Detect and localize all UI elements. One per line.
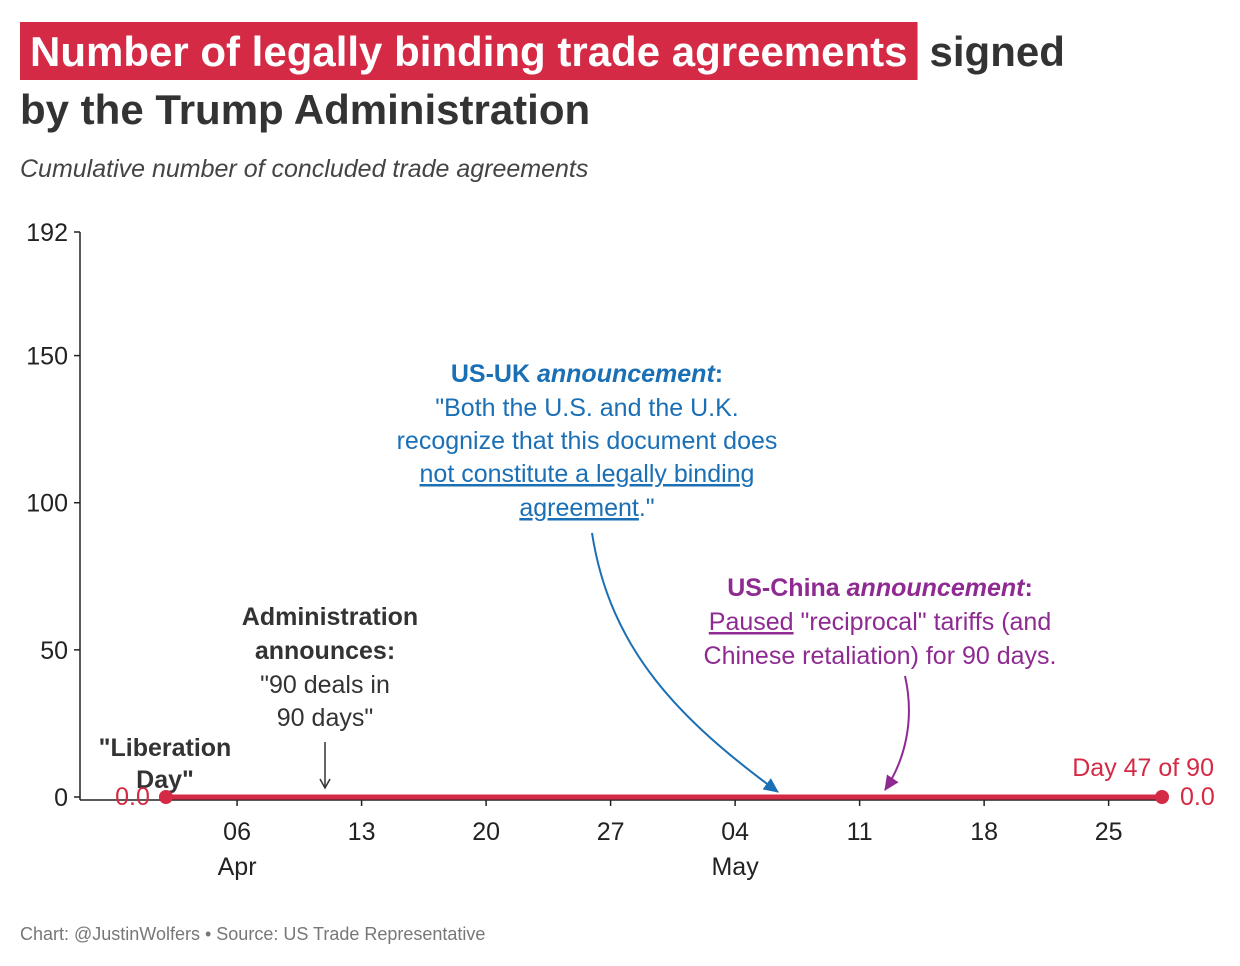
annotation-span: "reciprocal" tariffs (and — [794, 608, 1052, 636]
x-tick-label: 04 — [721, 818, 749, 846]
annotation: US-UK announcement: "Both the U.S. and t… — [397, 360, 779, 793]
annotation-span: ." — [639, 494, 655, 522]
x-month-label: Apr — [218, 853, 257, 881]
x-tick-label: 20 — [472, 818, 500, 846]
chart-title: by the Trump Administration — [20, 86, 590, 133]
x-tick-label: 18 — [970, 818, 998, 846]
chart-subtitle: Cumulative number of concluded trade agr… — [20, 155, 588, 183]
annotation-span: announcement — [847, 574, 1026, 602]
annotation-text: "Liberation — [99, 734, 232, 762]
annotation-span: US-UK — [451, 360, 537, 388]
end-label: Day 47 of 90 — [1072, 754, 1214, 782]
annotation-span: : — [715, 360, 723, 388]
annotation-span: US-China — [727, 574, 846, 602]
annotation-span: : — [1024, 574, 1032, 602]
x-tick-label: 11 — [847, 818, 873, 846]
x-month-label: May — [711, 853, 759, 881]
title-highlight — [20, 22, 918, 80]
value-label: 0.0 — [115, 783, 150, 811]
annotation-arrow — [591, 532, 779, 793]
annotation-text: Chinese retaliation) for 90 days. — [704, 642, 1057, 670]
annotation-text: US-China announcement: — [727, 574, 1033, 602]
annotation-span: announcement — [537, 360, 716, 388]
y-tick-label: 100 — [26, 490, 68, 518]
annotation-text: US-UK announcement: — [451, 360, 723, 388]
annotation-text: Paused "reciprocal" tariffs (and — [709, 608, 1051, 636]
value-label: 0.0 — [1180, 783, 1215, 811]
annotation-text: 90 days" — [277, 704, 373, 732]
annotation-span: Paused — [709, 608, 794, 636]
y-tick-label: 150 — [26, 343, 68, 371]
y-tick-label: 0 — [54, 784, 68, 812]
x-tick-label: 13 — [348, 818, 376, 846]
data-point — [1155, 790, 1169, 804]
annotation-text: not constitute a legally binding — [420, 460, 755, 488]
footer: Chart: @JustinWolfers • Source: US Trade… — [20, 924, 485, 944]
annotation-text: Administration — [242, 603, 418, 631]
annotation-arrow — [884, 675, 910, 791]
annotation-text: agreement." — [519, 494, 654, 522]
annotation: "Liberation Day" — [99, 734, 232, 794]
x-tick-label: 06 — [223, 818, 251, 846]
chart-title: signed — [930, 28, 1065, 75]
chart-title: Number of legally binding trade agreemen… — [30, 28, 908, 75]
y-tick-label: 50 — [40, 637, 68, 665]
annotation: Administration announces: "90 deals in 9… — [242, 603, 418, 790]
data-point — [158, 790, 173, 804]
annotation: US-China announcement: Paused "reciproca… — [704, 574, 1057, 791]
x-tick-label: 27 — [597, 818, 625, 846]
annotation-text: "Both the U.S. and the U.K. — [435, 394, 739, 422]
annotation-text: announces: — [255, 637, 395, 665]
annotation-text: "90 deals in — [260, 671, 390, 699]
x-tick-label: 25 — [1095, 818, 1123, 846]
annotation-span: agreement — [519, 494, 639, 522]
annotation-text: recognize that this document does — [397, 427, 778, 455]
y-tick-label: 192 — [26, 219, 68, 247]
annotation-text: Day" — [136, 766, 194, 794]
